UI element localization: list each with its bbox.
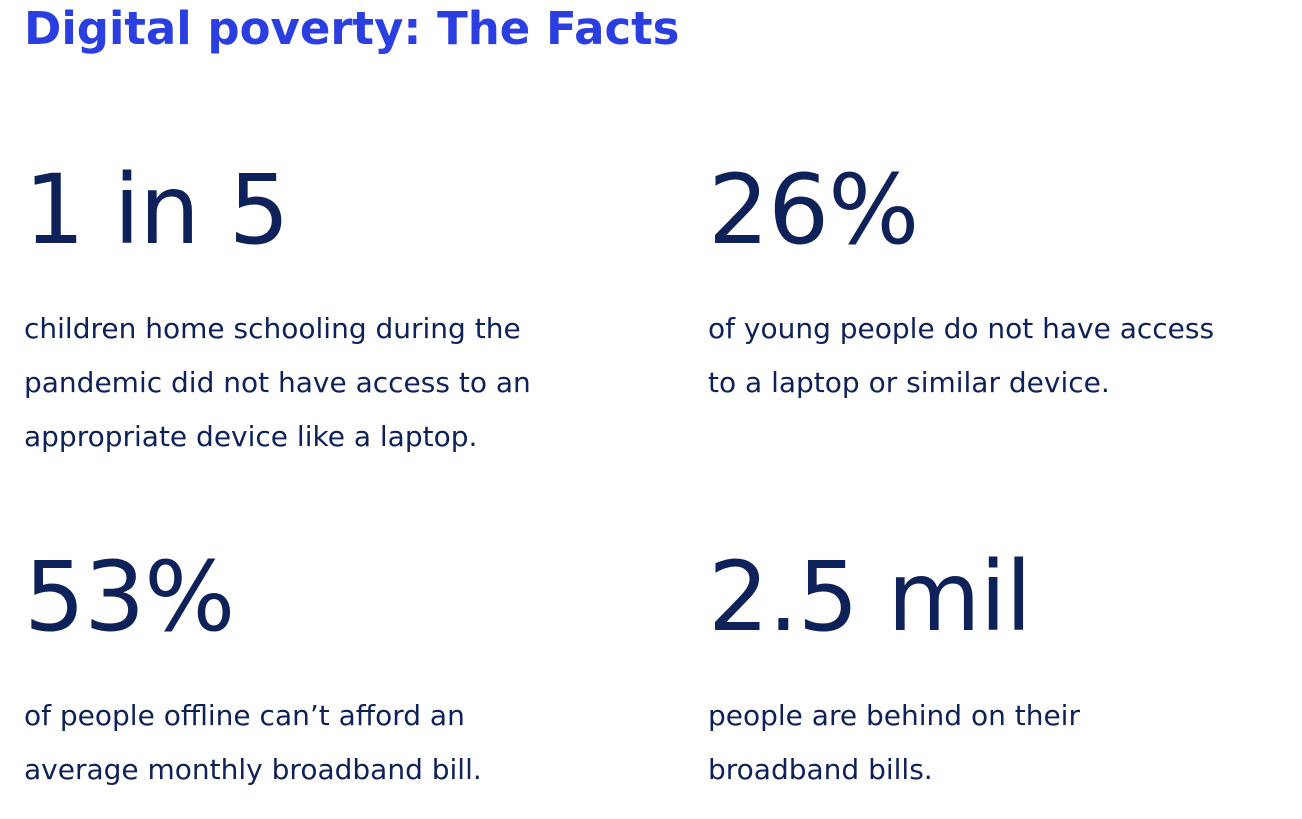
page-title: Digital poverty: The Facts: [24, 2, 680, 55]
fact-stat: 53%: [24, 541, 235, 653]
fact-description: of young people do not have access to a …: [708, 312, 1215, 399]
fact-description: children home schooling during the pande…: [24, 312, 531, 453]
fact-stat: 1 in 5: [24, 154, 290, 266]
fact-card-offline-broadband-cost: 53% of people offline can’t afford an av…: [24, 537, 624, 797]
fact-card-children-devices: 1 in 5 children home schooling during th…: [24, 150, 624, 464]
fact-stat: 2.5 mil: [708, 541, 1032, 653]
fact-card-young-people-laptop: 26% of young people do not have access t…: [708, 150, 1302, 410]
fact-description: of people offline can’t afford an averag…: [24, 699, 482, 786]
fact-card-broadband-arrears: 2.5 mil people are behind on their broad…: [708, 537, 1302, 797]
fact-stat: 26%: [708, 154, 919, 266]
fact-description: people are behind on their broadband bil…: [708, 699, 1080, 786]
